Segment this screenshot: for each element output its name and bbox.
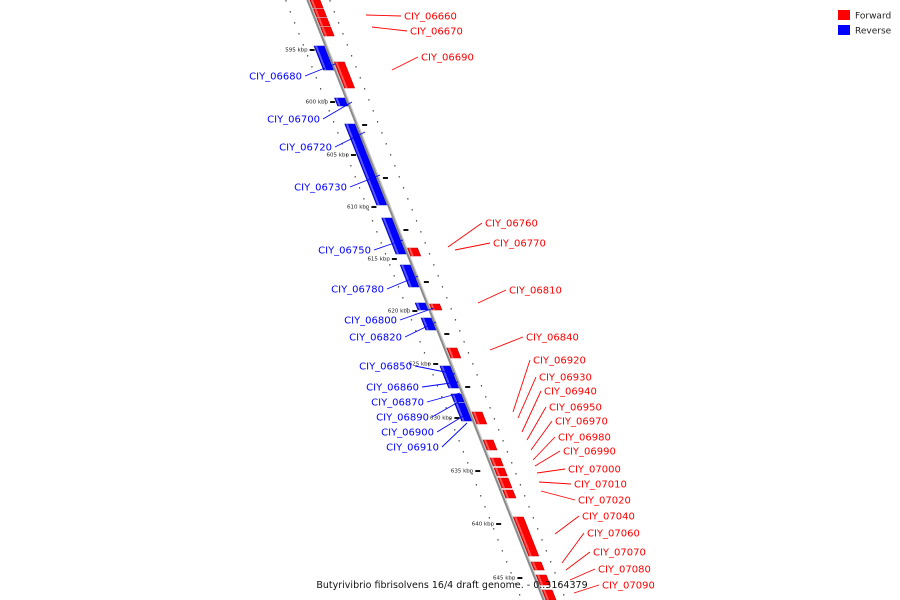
reverse-gene-label: CIY_06730	[294, 183, 347, 194]
scale-ticks: 595 kbp 600 kbp 605 kbp 610 kbp 615 kbp 620 k…	[285, 48, 534, 582]
reverse-gene-feature	[454, 402, 473, 422]
forward-gene-label: CIY_06950	[549, 403, 602, 414]
reverse-gene-feature	[313, 45, 334, 71]
genome-caption: Butyrivibrio fibrisolvens 16/4 draft gen…	[316, 580, 587, 591]
forward-gene-label: CIY_06840	[526, 333, 579, 344]
forward-gene-label: CIY_07060	[587, 529, 640, 540]
forward-gene-label: CIY_07090	[602, 581, 655, 592]
tick-label: 630 kbp	[430, 416, 453, 422]
forward-gene-feature	[309, 0, 324, 9]
forward-gene-label: CIY_06980	[558, 433, 611, 444]
tick-label: 640 kbp	[472, 522, 495, 528]
tick-label: 610 kbp	[347, 205, 370, 211]
reverse-gene-feature	[381, 217, 407, 255]
forward-gene-feature	[320, 26, 335, 37]
forward-gene-label: CIY_07080	[598, 565, 651, 576]
reverse-gene-label: CIY_06680	[249, 72, 302, 83]
forward-gene-label: CIY_07040	[582, 512, 635, 523]
forward-gene-feature	[541, 589, 557, 600]
forward-gene-label: CIY_07020	[578, 496, 631, 507]
tick-label: 600 kbp	[306, 100, 329, 106]
forward-gene-feature	[407, 247, 422, 257]
forward-gene-label: CIY_07070	[593, 548, 646, 559]
legend-swatch	[838, 25, 850, 35]
tick-label: 625 kbp	[409, 362, 432, 368]
forward-gene-label: CIY_06760	[485, 219, 538, 230]
reverse-gene-label: CIY_06820	[349, 333, 402, 344]
forward-gene-feature	[489, 457, 504, 467]
legend: Forward Reverse	[838, 10, 892, 37]
reverse-gene-label: CIY_06800	[344, 316, 397, 327]
forward-gene-label: CIY_06670	[410, 27, 463, 38]
tick-label: 605 kbp	[327, 153, 350, 159]
forward-gene-label: CIY_07000	[568, 465, 621, 476]
forward-gene-label: CIY_06690	[421, 53, 474, 64]
forward-gene-feature	[493, 467, 508, 477]
forward-gene-feature	[316, 17, 331, 27]
tick-label: 635 kbp	[451, 469, 474, 475]
reverse-gene-label: CIY_06870	[371, 398, 424, 409]
reverse-gene-label: CIY_06860	[366, 383, 419, 394]
reverse-gene-label: CIY_06700	[267, 115, 320, 126]
legend-label: Reverse	[855, 27, 892, 37]
forward-gene-label: CIY_07010	[574, 480, 627, 491]
reverse-gene-label: CIY_06780	[331, 285, 384, 296]
genome-backbone	[306, 0, 546, 600]
legend-swatch	[838, 10, 850, 20]
reverse-gene-label: CIY_06720	[279, 143, 332, 154]
forward-gene-label: CIY_06970	[555, 417, 608, 428]
forward-gene-feature	[482, 439, 498, 451]
forward-gene-feature	[535, 574, 551, 586]
tick-label: 645 kbp	[493, 576, 516, 582]
dotted-guide-lines	[285, 0, 565, 596]
reverse-gene-feature	[399, 264, 420, 288]
forward-gene-label: CIY_06990	[563, 447, 616, 458]
tick-label: 595 kbp	[285, 48, 308, 54]
forward-gene-label: CIY_06930	[539, 373, 592, 384]
forward-gene-feature	[333, 61, 356, 89]
forward-gene-label: CIY_06810	[509, 286, 562, 297]
forward-gene-feature	[502, 489, 517, 499]
forward-gene-feature	[471, 411, 488, 425]
reverse-gene-feature	[349, 137, 388, 206]
reverse-gene-label: CIY_06750	[318, 246, 371, 257]
forward-gene-feature	[313, 8, 328, 18]
reverse-gene-label: CIY_06850	[359, 362, 412, 373]
forward-gene-feature	[512, 516, 540, 557]
forward-gene-feature	[497, 477, 513, 489]
forward-gene-label: CIY_06920	[533, 356, 586, 367]
reverse-gene-label: CIY_06890	[376, 413, 429, 424]
legend-label: Forward	[855, 12, 891, 22]
gene-features	[309, 0, 557, 600]
tick-label: 620 kbp	[388, 309, 411, 315]
forward-gene-label: CIY_06660	[404, 12, 457, 23]
reverse-gene-label: CIY_06910	[386, 443, 439, 454]
forward-gene-feature	[530, 561, 545, 571]
reverse-gene-label: CIY_06900	[381, 428, 434, 439]
gene-labels: CIY_06660 CIY_06670 CIY_06690 CIY_06760 CIY_…	[249, 12, 655, 594]
tick-label: 615 kbp	[367, 257, 390, 263]
forward-gene-label: CIY_06770	[493, 239, 546, 250]
forward-gene-feature	[446, 347, 462, 359]
forward-gene-label: CIY_06940	[544, 387, 597, 398]
reverse-gene-feature	[334, 97, 349, 107]
